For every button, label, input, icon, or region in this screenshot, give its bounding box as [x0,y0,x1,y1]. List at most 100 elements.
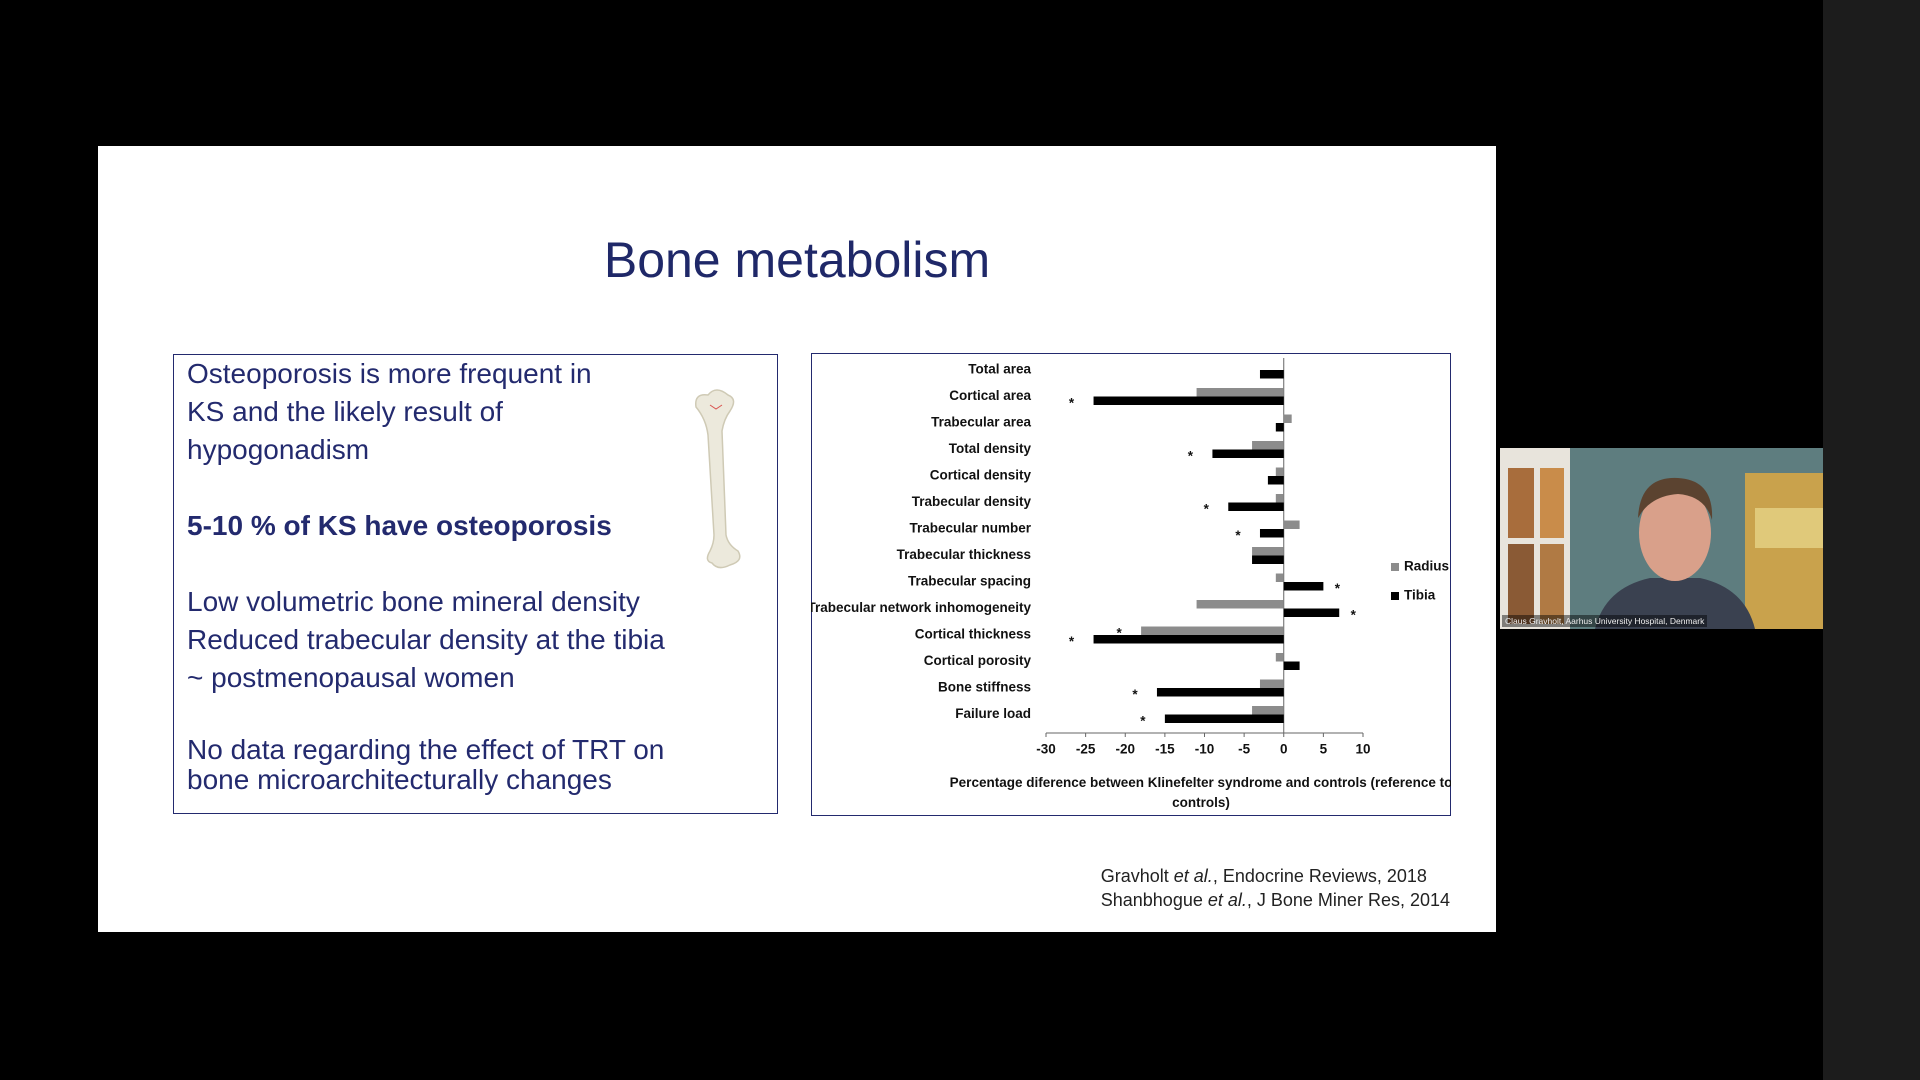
category-label: Total density [948,441,1031,456]
significance-mark: * [1235,527,1241,542]
bar [1156,687,1284,696]
text-line: Osteoporosis is more frequent in [187,358,592,389]
slide: Bone metabolism Osteoporosis is more fre… [98,146,1496,932]
category-label: Cortical thickness [914,626,1030,641]
x-tick-label: -20 [1115,741,1135,756]
bar [1164,714,1284,723]
significance-mark: * [1187,448,1193,463]
bar [1275,422,1284,431]
bar [1196,387,1284,396]
side-panel [1823,0,1920,1080]
significance-mark: * [1350,607,1356,622]
bar [1211,449,1284,458]
webcam-video [1500,448,1823,629]
text-line: Reduced trabecular density at the tibia [187,624,665,655]
etal: et al. [1207,890,1247,910]
window-pane [1508,468,1534,538]
category-label: Total area [968,361,1031,376]
citation-author: Gravholt [1100,866,1174,886]
bar [1259,369,1284,378]
bar [1140,626,1284,635]
etal: et al. [1173,866,1213,886]
bar [1227,502,1284,511]
bar [1259,679,1284,688]
bar [1283,581,1323,590]
significance-mark: * [1068,395,1074,410]
x-axis-label: Percentage diference between Klinefelter… [949,774,1450,809]
x-tick-label: -5 [1238,741,1250,756]
category-label: Trabecular area [931,414,1031,429]
category-label: Failure load [955,706,1031,721]
bar [1283,608,1339,617]
bar [1251,440,1284,449]
fracture [709,404,723,410]
legend-label: Tibia [1404,587,1436,602]
bar [1283,414,1292,423]
significance-mark: * [1068,633,1074,648]
hair [1638,477,1713,520]
bar [1275,652,1284,661]
category-label: Trabecular number [909,520,1031,535]
x-tick-label: 10 [1355,741,1370,756]
shirt [1595,578,1755,629]
text-box: Osteoporosis is more frequent in KS and t… [173,354,778,814]
text-line: 5-10 % of KS have osteoporosis [187,510,612,541]
text-content: Osteoporosis is more frequent in KS and t… [187,355,777,795]
bar [1275,467,1284,476]
bar [1283,661,1300,670]
text-line: KS and the likely result of [187,396,503,427]
category-label: Trabecular thickness [896,547,1030,562]
x-tick-label: -25 [1075,741,1095,756]
category-label: Cortical area [949,388,1031,403]
category-label: Trabecular network inhomogeneity [811,600,1031,615]
x-tick-label: -10 [1194,741,1214,756]
legend-label: Radius [1404,558,1449,573]
bar [1251,546,1284,555]
paragraph: Low volumetric bone mineral density Reduc… [187,583,777,697]
bone [695,389,741,569]
significance-mark: * [1116,625,1122,640]
legend-swatch [1390,562,1399,571]
face [1639,485,1711,581]
bar [1259,528,1284,537]
chart: -30 -25 -20 -15 -10 -5 0 5 10 Total area Cortical … [811,357,1451,809]
webcam-feed: Claus Gravholt, Aarhus University Hospit… [1500,448,1823,629]
text-line: hypogonadism [187,434,370,465]
slide-title: Bone metabolism [603,232,991,288]
x-tick-label: -30 [1036,741,1056,756]
bar [1267,475,1284,484]
significance-mark: * [1203,501,1209,516]
significance-mark: * [1140,713,1146,728]
bar [1275,573,1284,582]
citation-author: Shanbhogue [1100,890,1208,910]
window-pane [1508,544,1534,624]
category-label: Cortical density [929,467,1031,482]
text-line: Low volumetric bone mineral density [187,586,640,617]
significance-mark: * [1334,580,1340,595]
citations: Gravholt et al., Endocrine Reviews, 2018… [1101,864,1450,912]
bar [1275,493,1284,502]
bar [1283,520,1300,529]
painting [1745,473,1823,629]
bar [1093,634,1284,643]
text-line: No data regarding the effect of TRT on [187,734,665,765]
significance-mark: * [1132,686,1138,701]
text-line: bone microarchitecturally changes [187,764,612,795]
x-tick-label: 0 [1279,741,1287,756]
paragraph: 5-10 % of KS have osteoporosis [187,507,777,545]
category-label: Trabecular density [911,494,1031,509]
bar [1251,555,1284,564]
citation: Gravholt et al., Endocrine Reviews, 2018 [1101,864,1450,888]
bar [1093,396,1284,405]
category-label: Bone stiffness [937,679,1030,694]
participant-name: Claus Gravholt, Aarhus University Hospit… [1502,615,1708,627]
category-label: Trabecular spacing [907,573,1030,588]
x-tick-label: 5 [1319,741,1327,756]
x-tick-label: -15 [1155,741,1175,756]
category-label: Cortical porosity [923,653,1031,668]
chart-frame: -30 -25 -20 -15 -10 -5 0 5 10 Total area Cortical … [811,353,1451,816]
bar [1196,599,1284,608]
bone-icon [695,389,741,569]
citation-source: , Endocrine Reviews, 2018 [1212,866,1427,886]
window-pane [1540,468,1564,538]
